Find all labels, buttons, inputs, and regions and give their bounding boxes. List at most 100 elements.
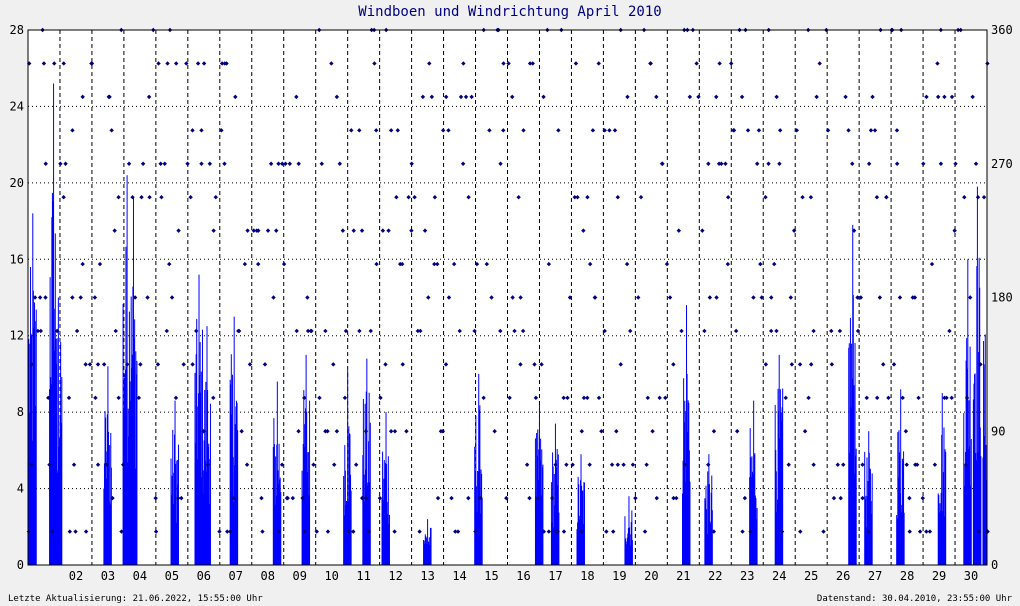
direction-marker xyxy=(343,328,349,334)
direction-marker xyxy=(546,529,552,534)
direction-marker xyxy=(894,161,900,166)
direction-marker xyxy=(422,228,428,233)
direction-marker xyxy=(446,295,452,300)
right-axis-tick-label: 360 xyxy=(991,23,1013,37)
direction-marker xyxy=(156,61,161,66)
direction-marker xyxy=(164,328,169,334)
direction-marker xyxy=(556,128,561,133)
direction-marker xyxy=(609,462,615,467)
x-axis-tick-label: 14 xyxy=(452,569,466,583)
direction-marker xyxy=(831,495,837,501)
direction-marker xyxy=(674,495,679,501)
x-axis-tick-label: 18 xyxy=(580,569,594,583)
direction-marker xyxy=(927,529,933,534)
direction-marker xyxy=(130,194,135,200)
direction-marker xyxy=(700,228,705,233)
direction-marker xyxy=(599,429,604,434)
direction-marker xyxy=(176,228,181,233)
direction-marker xyxy=(907,495,912,501)
direction-marker xyxy=(585,395,590,401)
direction-marker xyxy=(37,295,43,300)
direction-marker xyxy=(734,429,740,434)
direction-marker xyxy=(126,161,132,166)
direction-marker xyxy=(800,194,805,200)
x-axis-tick-label: 06 xyxy=(197,569,211,583)
direction-marker xyxy=(487,128,492,133)
direction-marker xyxy=(962,194,967,200)
direction-marker xyxy=(224,61,229,66)
direction-marker xyxy=(846,128,851,133)
left-axis-tick-label: 12 xyxy=(10,329,24,343)
direction-marker xyxy=(463,94,469,100)
left-axis-tick-label: 28 xyxy=(10,23,24,37)
direction-marker xyxy=(294,94,299,100)
direction-marker xyxy=(564,462,569,467)
direction-marker xyxy=(169,295,175,300)
direction-marker xyxy=(687,94,693,100)
direction-marker xyxy=(874,395,880,401)
direction-marker xyxy=(932,462,938,467)
direction-marker xyxy=(772,261,777,267)
direction-marker xyxy=(914,462,920,467)
direction-marker xyxy=(530,61,535,66)
direction-marker xyxy=(671,495,676,501)
direction-marker xyxy=(386,228,391,233)
direction-marker xyxy=(366,529,372,534)
direction-marker xyxy=(501,128,506,133)
direction-marker xyxy=(527,61,533,66)
direction-marker xyxy=(325,429,330,434)
direction-marker xyxy=(446,128,451,133)
direction-marker xyxy=(325,529,331,534)
direction-marker xyxy=(400,362,405,367)
direction-marker xyxy=(175,495,181,501)
direction-marker xyxy=(83,529,89,534)
direction-marker xyxy=(420,94,426,100)
direction-marker xyxy=(155,362,161,367)
direction-marker xyxy=(808,194,814,200)
direction-marker xyxy=(975,194,981,200)
gust-series xyxy=(28,83,988,565)
direction-marker xyxy=(363,429,369,434)
direction-marker xyxy=(615,194,621,200)
direction-marker xyxy=(340,228,346,233)
direction-marker xyxy=(432,261,437,267)
direction-marker xyxy=(440,128,446,133)
direction-marker xyxy=(874,194,880,200)
direction-marker xyxy=(581,228,586,233)
direction-marker xyxy=(973,161,979,166)
direction-marker xyxy=(858,295,864,300)
direction-marker xyxy=(935,94,941,100)
direction-marker xyxy=(731,128,737,133)
direction-marker xyxy=(120,462,126,467)
direction-marker xyxy=(602,128,607,133)
x-axis-tick-label: 11 xyxy=(356,569,370,583)
direction-marker xyxy=(308,328,314,334)
direction-marker xyxy=(199,128,204,133)
direction-marker xyxy=(147,194,152,200)
chart-title: Windboen und Windrichtung April 2010 xyxy=(358,4,662,20)
direction-marker xyxy=(489,295,494,300)
direction-marker xyxy=(32,295,38,300)
direction-marker xyxy=(794,128,799,133)
direction-marker xyxy=(723,161,728,166)
direction-marker xyxy=(843,94,848,100)
direction-marker xyxy=(349,128,354,133)
direction-marker xyxy=(766,161,771,166)
x-axis-tick-label: 17 xyxy=(548,569,562,583)
direction-marker xyxy=(481,395,486,401)
direction-marker xyxy=(71,462,77,467)
x-axis-tick-label: 19 xyxy=(612,569,626,583)
direction-marker xyxy=(388,128,394,133)
direction-marker xyxy=(953,161,958,166)
direction-marker xyxy=(590,128,596,133)
direction-marker xyxy=(287,161,293,166)
direction-marker xyxy=(947,328,952,334)
x-axis-tick-label: 08 xyxy=(261,569,275,583)
direction-marker xyxy=(116,194,121,200)
direction-marker xyxy=(706,462,711,467)
direction-marker xyxy=(334,94,340,100)
direction-marker xyxy=(469,94,474,100)
direction-marker xyxy=(524,462,530,467)
direction-marker xyxy=(628,328,633,334)
direction-marker xyxy=(866,161,872,166)
